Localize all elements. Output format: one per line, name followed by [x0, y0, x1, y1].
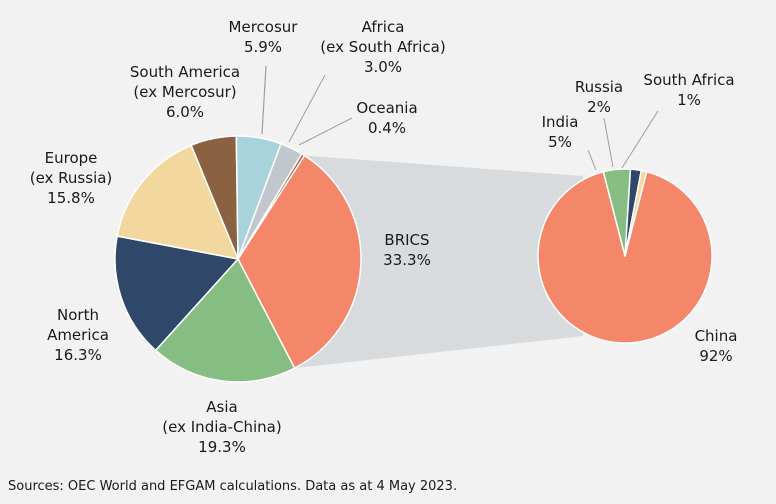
label-asia: Asia (ex India-China) 19.3%	[162, 398, 281, 456]
leader-line-india	[587, 149, 597, 171]
label-south-america: South America (ex Mercosur) 6.0%	[130, 63, 240, 121]
label-india: India 5%	[542, 113, 579, 151]
sub-slice-china	[537, 170, 713, 344]
label-china: China 92%	[695, 327, 738, 365]
label-mercosur: Mercosur 5.9%	[229, 18, 299, 56]
main-slice-north	[114, 235, 239, 352]
label-russia: Russia 2%	[575, 78, 623, 116]
main-slice-oceania	[237, 153, 306, 260]
main-slice-asia	[154, 258, 296, 383]
leader-line-russia	[603, 117, 614, 168]
leader-line-africa	[288, 74, 326, 143]
source-note: Sources: OEC World and EFGAM calculation…	[8, 479, 458, 494]
label-africa: Africa (ex South Africa) 3.0%	[320, 18, 445, 76]
connector-band	[294, 155, 583, 369]
leader-line-oceania	[298, 117, 353, 146]
leader-line-south-africa	[621, 110, 659, 169]
main-slice-europe	[116, 144, 239, 260]
label-north: North America 16.3%	[47, 306, 109, 364]
main-pie	[114, 135, 362, 383]
label-oceania: Oceania 0.4%	[356, 99, 417, 137]
sub-slice-south-africa	[624, 169, 648, 257]
leader-line-mercosur	[261, 65, 267, 135]
sub-pie	[537, 168, 713, 344]
main-slice-brics	[237, 154, 362, 369]
label-brics: BRICS 33.3%	[383, 231, 431, 269]
label-south-africa: South Africa 1%	[643, 71, 734, 109]
label-europe: Europe (ex Russia) 15.8%	[30, 149, 113, 207]
